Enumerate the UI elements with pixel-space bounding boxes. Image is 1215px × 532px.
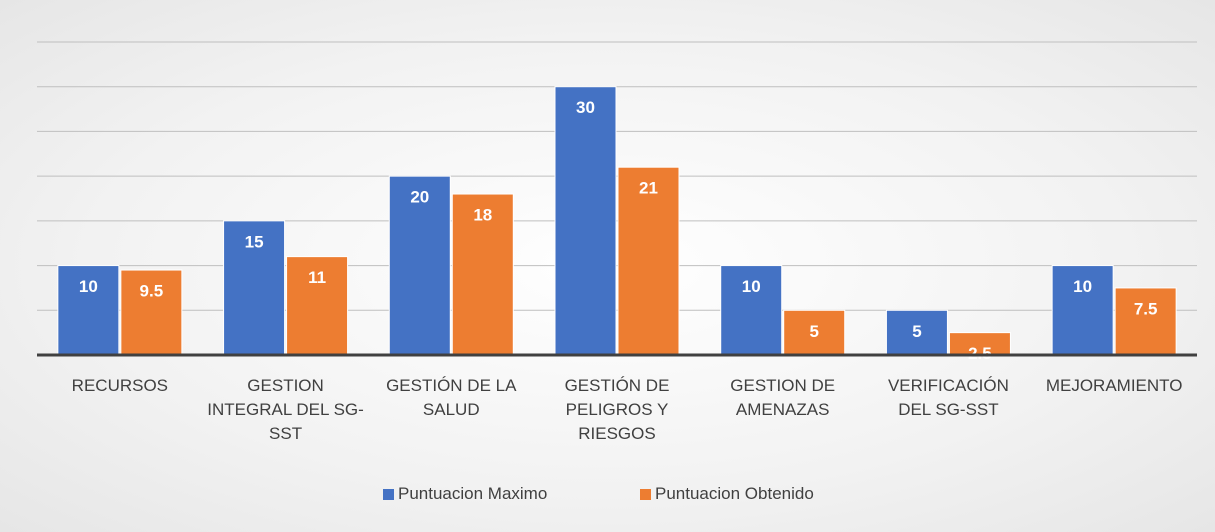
x-tick-label: GESTION DE AMENAZAS xyxy=(730,376,836,419)
data-label: 5 xyxy=(809,322,818,341)
bar xyxy=(223,220,286,356)
data-label: 9.5 xyxy=(140,282,164,301)
data-label: 15 xyxy=(245,232,264,251)
x-tick-label: VERIFICACIÓN DEL SG-SST xyxy=(887,376,1009,419)
x-tick-label: GESTIÓN DE PELIGROS Y RIESGOS xyxy=(564,376,670,443)
legend-swatch xyxy=(640,488,651,500)
data-label: 30 xyxy=(576,98,595,117)
x-tick-label: GESTION INTEGRAL DEL SG-SST xyxy=(207,376,364,443)
legend-item: Puntuacion Maximo xyxy=(383,484,547,504)
bar xyxy=(120,269,183,356)
data-label: 18 xyxy=(473,206,492,225)
bar xyxy=(286,256,349,356)
x-tick-label: RECURSOS xyxy=(71,376,169,395)
data-label: 7.5 xyxy=(1134,299,1158,318)
bar xyxy=(720,265,783,356)
x-tick-label: GESTIÓN DE LA SALUD xyxy=(386,376,517,419)
bar xyxy=(885,309,948,356)
bar xyxy=(617,166,680,356)
data-label: 10 xyxy=(1073,277,1092,296)
bar xyxy=(57,265,120,356)
bar xyxy=(554,86,617,356)
data-label: 10 xyxy=(79,277,98,296)
data-label: 21 xyxy=(639,179,658,198)
data-label: 11 xyxy=(308,268,326,287)
bar xyxy=(451,193,514,356)
data-label: 5 xyxy=(912,322,921,341)
legend-label: Puntuacion Maximo xyxy=(398,484,548,503)
bar xyxy=(1114,287,1177,356)
data-label: 20 xyxy=(410,188,429,207)
data-label: 10 xyxy=(742,277,761,296)
bar xyxy=(388,175,451,356)
legend-item: Puntuacion Obtenido xyxy=(640,484,814,504)
x-tick-label: MEJORAMIENTO xyxy=(1045,376,1183,395)
legend-swatch xyxy=(383,488,394,500)
legend-label: Puntuacion Obtenido xyxy=(655,484,814,503)
